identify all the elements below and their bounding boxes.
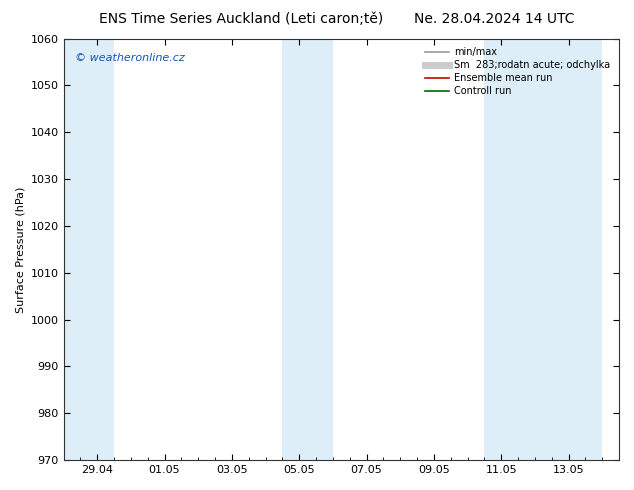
Text: ENS Time Series Auckland (Leti caron;tě): ENS Time Series Auckland (Leti caron;tě): [99, 12, 383, 26]
Legend: min/max, Sm  283;rodatn acute; odchylka, Ensemble mean run, Controll run: min/max, Sm 283;rodatn acute; odchylka, …: [421, 44, 614, 100]
Bar: [63, 39, 114, 460]
Bar: [484, 39, 602, 460]
Text: Ne. 28.04.2024 14 UTC: Ne. 28.04.2024 14 UTC: [414, 12, 575, 26]
Text: © weatheronline.cz: © weatheronline.cz: [75, 53, 184, 63]
Bar: [282, 39, 333, 460]
Y-axis label: Surface Pressure (hPa): Surface Pressure (hPa): [15, 186, 25, 313]
